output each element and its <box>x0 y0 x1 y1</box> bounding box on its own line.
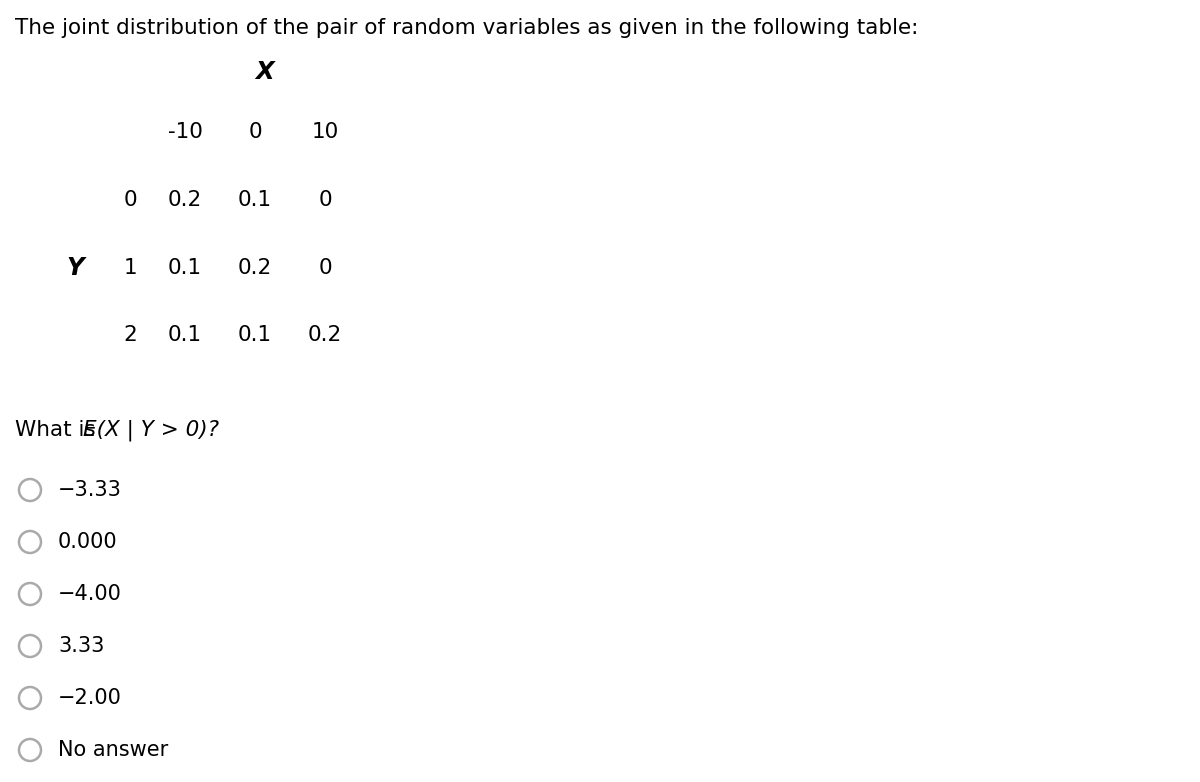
Text: 0.2: 0.2 <box>308 325 342 345</box>
Text: 0.2: 0.2 <box>238 258 272 278</box>
Text: 0: 0 <box>318 258 332 278</box>
Text: X: X <box>256 60 275 84</box>
Text: 0.000: 0.000 <box>58 532 118 552</box>
Text: 0.1: 0.1 <box>168 258 202 278</box>
Text: −3.33: −3.33 <box>58 480 122 500</box>
Text: −4.00: −4.00 <box>58 584 122 604</box>
Text: 1: 1 <box>124 258 137 278</box>
Text: 0: 0 <box>248 122 262 142</box>
Text: The joint distribution of the pair of random variables as given in the following: The joint distribution of the pair of ra… <box>14 18 918 38</box>
Text: 0.1: 0.1 <box>238 325 272 345</box>
Text: Y: Y <box>66 256 84 280</box>
Text: 0.1: 0.1 <box>238 190 272 210</box>
Text: 2: 2 <box>124 325 137 345</box>
Text: 3.33: 3.33 <box>58 636 104 656</box>
Text: 0: 0 <box>124 190 137 210</box>
Text: 0.2: 0.2 <box>168 190 202 210</box>
Text: 0: 0 <box>318 190 332 210</box>
Text: −2.00: −2.00 <box>58 688 122 708</box>
Text: 10: 10 <box>311 122 338 142</box>
Text: What is: What is <box>14 420 102 440</box>
Text: -10: -10 <box>168 122 203 142</box>
Text: 0.1: 0.1 <box>168 325 202 345</box>
Text: E(X | Y > 0)?: E(X | Y > 0)? <box>83 419 220 441</box>
Text: No answer: No answer <box>58 740 168 760</box>
